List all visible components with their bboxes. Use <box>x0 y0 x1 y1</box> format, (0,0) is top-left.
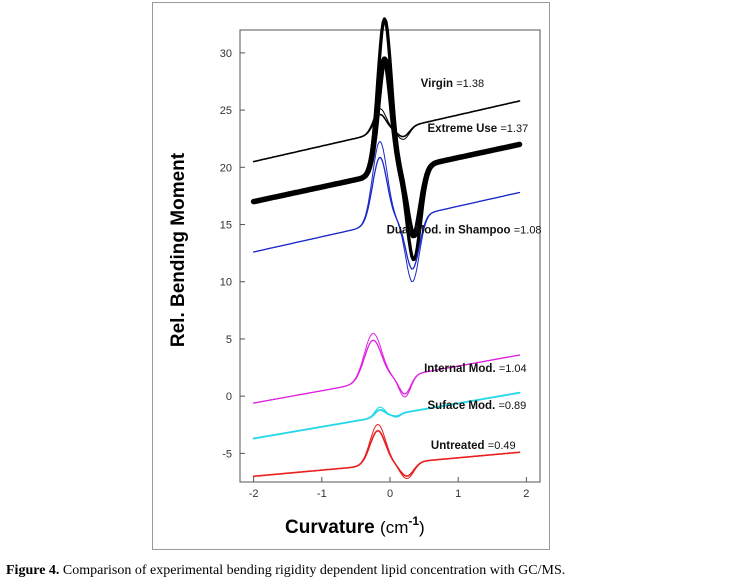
series-line <box>251 17 522 262</box>
y-axis-title: Rel. Bending Moment <box>168 152 189 347</box>
y-tick-label: 20 <box>220 162 232 174</box>
series-value: =1.38 <box>456 78 484 90</box>
series-0 <box>252 100 521 163</box>
series-label: Extreme Use =1.37 <box>428 123 529 135</box>
series-label: Internal Mod. =1.04 <box>424 363 527 375</box>
y-tick-label: -5 <box>222 448 232 460</box>
x-tick-label: 1 <box>455 488 461 500</box>
series-1 <box>250 17 523 262</box>
y-tick-label: 15 <box>220 220 232 232</box>
series-name: Virgin <box>421 78 457 90</box>
y-tick-label: 25 <box>220 105 232 117</box>
y-tick-label: 0 <box>226 391 232 403</box>
series-5 <box>252 423 521 480</box>
y-axis-ticks: 30 25 20 15 10 5 0 -5 <box>220 48 245 460</box>
series-line <box>253 100 520 163</box>
series-value: =1.37 <box>500 123 528 135</box>
y-tick-label: 10 <box>220 277 232 289</box>
x-axis-title-exponent: -1 <box>408 514 419 528</box>
series-line <box>253 141 520 283</box>
series-name: Extreme Use <box>428 123 501 135</box>
x-axis-title: Curvature (cm-1) <box>285 514 425 538</box>
x-tick-label: -2 <box>249 488 259 500</box>
x-axis-title-main: Curvature <box>285 517 380 538</box>
caption-label: Figure 4. <box>6 563 60 578</box>
x-axis-ticks: -2 -1 0 1 2 <box>249 477 529 500</box>
series-line <box>253 392 521 440</box>
series-label: Untreated =0.49 <box>431 440 516 452</box>
series-label: Suface Mod. =0.89 <box>428 400 527 412</box>
series-line <box>253 332 520 404</box>
series-label: Dual Mod. in Shampoo =1.08 <box>387 225 542 237</box>
series-name: Untreated <box>431 440 488 452</box>
figure-frame <box>152 2 550 550</box>
x-axis-title-unit: (cm <box>380 518 408 537</box>
series-name: Dual Mod. in Shampoo <box>387 225 514 237</box>
y-tick-label: 5 <box>226 334 232 346</box>
series-label: Virgin =1.38 <box>421 78 484 90</box>
series-value: =1.04 <box>499 363 527 375</box>
x-tick-label: 2 <box>523 488 529 500</box>
figure-caption: Figure 4. Comparison of experimental ben… <box>6 563 726 579</box>
y-tick-label: 30 <box>220 48 232 60</box>
series-value: =0.89 <box>498 400 526 412</box>
x-tick-label: 0 <box>387 488 393 500</box>
series-line <box>252 156 521 270</box>
chart: -2 -1 0 1 2 30 25 20 15 10 5 0 -5 Virgin =1.38 Extre… <box>168 17 542 538</box>
series-label-layer: Virgin =1.38 Extreme Use =1.37 Dual Mod. i… <box>387 78 542 452</box>
series-3 <box>252 332 521 404</box>
series-layer <box>250 17 523 480</box>
series-line <box>253 423 520 480</box>
x-tick-label: -1 <box>317 488 327 500</box>
series-value: =0.49 <box>488 440 516 452</box>
caption-text: Comparison of experimental bending rigid… <box>59 563 566 578</box>
x-axis-title-close: ) <box>419 518 425 537</box>
series-value: =1.08 <box>514 225 542 237</box>
series-line <box>252 429 521 478</box>
series-name: Suface Mod. <box>428 400 499 412</box>
series-4 <box>252 391 521 440</box>
series-name: Internal Mod. <box>424 363 499 375</box>
series-2 <box>252 141 521 283</box>
